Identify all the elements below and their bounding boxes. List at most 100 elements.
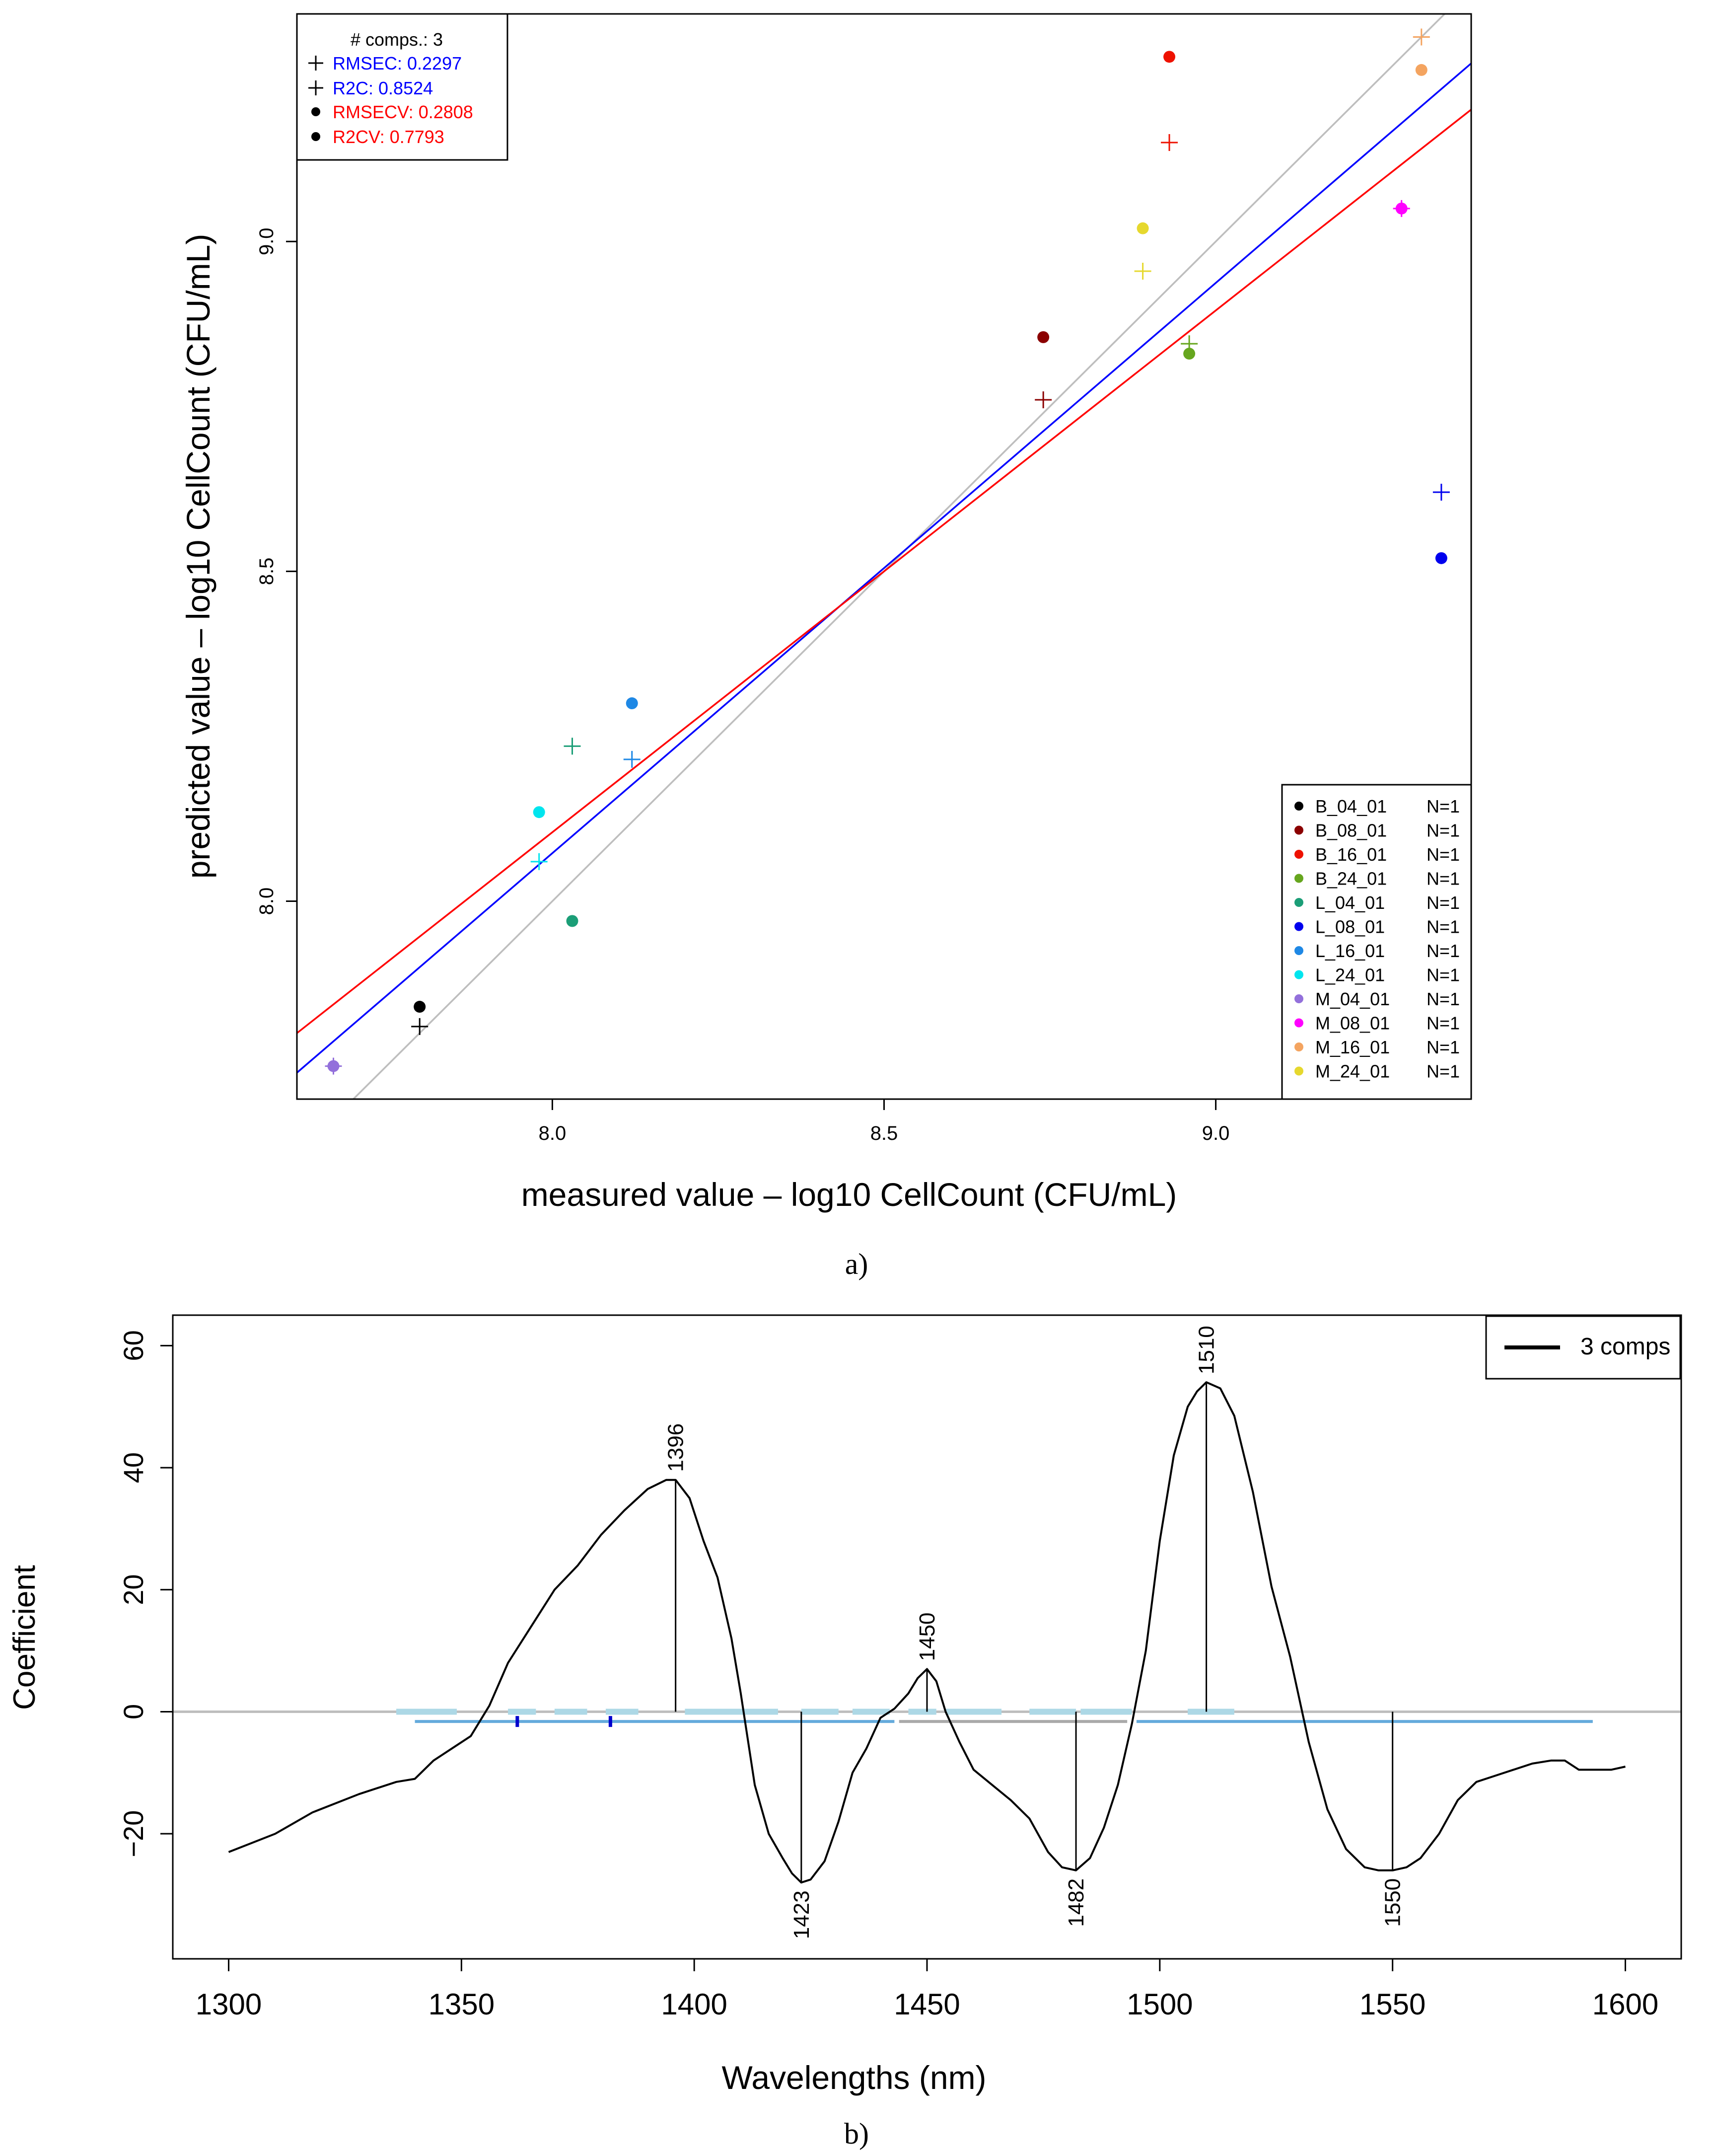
legend-sample-name: M_04_01 xyxy=(1315,989,1390,1009)
sample-legend-item: M_16_01 N=1 xyxy=(1294,1037,1460,1057)
sample-legend-item: M_04_01 N=1 xyxy=(1294,989,1460,1009)
peak-markers: 1396 1423 1450 1482 1510 1550 xyxy=(664,1326,1405,1939)
legend-dot-icon xyxy=(1294,1066,1303,1076)
sample-legend-item: L_04_01 N=1 xyxy=(1294,892,1460,913)
calibration-point-L_08_01 xyxy=(1432,483,1450,501)
peak-label: 1396 xyxy=(664,1423,688,1472)
y-tick-label: 8.0 xyxy=(256,888,278,915)
legend-sample-name: B_08_01 xyxy=(1315,820,1387,841)
fit-line-cross-validation-fit xyxy=(297,109,1471,1034)
sample-legend-item: M_08_01 N=1 xyxy=(1294,1013,1460,1034)
y-tick-label: 8.5 xyxy=(256,558,278,586)
sample-legend-item: B_08_01 N=1 xyxy=(1294,820,1460,841)
peak-label: 1550 xyxy=(1381,1878,1405,1927)
calibration-point-B_16_01 xyxy=(1161,134,1178,151)
legend-dot-icon xyxy=(1294,802,1303,811)
y-tick-label: 0 xyxy=(118,1704,149,1719)
calibration-point-B_08_01 xyxy=(1035,391,1052,409)
cv-point-L_04_01 xyxy=(566,915,578,927)
panel-a-x-axis-title: measured value – log10 CellCount (CFU/mL… xyxy=(521,1176,1177,1213)
legend-sample-count: N=1 xyxy=(1427,989,1460,1009)
y-tick-label: 60 xyxy=(118,1330,149,1361)
sample-legend-item: B_16_01 N=1 xyxy=(1294,844,1460,865)
legend-dot-icon xyxy=(1294,970,1303,979)
calibration-point-B_04_01 xyxy=(411,1018,428,1035)
sample-legend-item: L_08_01 N=1 xyxy=(1294,917,1460,937)
legend-sample-name: B_24_01 xyxy=(1315,869,1387,889)
sample-legend-item: L_16_01 N=1 xyxy=(1294,941,1460,961)
fit-lines xyxy=(297,14,1471,1099)
panel-a-y-axis: 8.0 8.5 9.0 xyxy=(256,227,297,915)
legend-dot-icon xyxy=(1294,1018,1303,1028)
legend-comps: # comps.: 3 xyxy=(351,29,443,50)
legend-sample-name: L_16_01 xyxy=(1315,941,1385,961)
cv-point-B_16_01 xyxy=(1163,51,1176,63)
x-tick-label: 1450 xyxy=(894,1988,960,2021)
legend-dot-icon xyxy=(1294,922,1303,931)
legend-sample-name: M_24_01 xyxy=(1315,1061,1390,1082)
sample-legend-box xyxy=(1281,784,1472,1100)
y-tick-label: −20 xyxy=(118,1810,149,1858)
legend-rmsecv: RMSECV: 0.2808 xyxy=(333,102,473,122)
plus-marker-icon xyxy=(308,56,323,71)
panel-a-scatter-chart: 8.0 8.5 9.0 8.0 8.5 9.0 predicted value – lo… xyxy=(180,13,1472,1280)
legend-sample-count: N=1 xyxy=(1427,820,1460,841)
panel-b-coefficient-chart: 1396 1423 1450 1482 1510 1550 1300 1350 1400 145… xyxy=(7,1314,1682,2150)
cv-point-L_24_01 xyxy=(533,806,545,818)
legend-sample-count: N=1 xyxy=(1427,1037,1460,1057)
legend-sample-name: B_04_01 xyxy=(1315,796,1387,817)
panel-b-legend: 3 comps xyxy=(1485,1315,1681,1380)
scatter-points xyxy=(325,28,1450,1075)
sample-legend-items: B_04_01 N=1 B_08_01 N=1 B_16_01 N=1 B_24_01 N=1… xyxy=(1294,796,1460,1082)
legend-sample-count: N=1 xyxy=(1427,1061,1460,1082)
cv-point-M_16_01 xyxy=(1415,64,1428,76)
legend-sample-count: N=1 xyxy=(1427,869,1460,889)
cv-point-B_08_01 xyxy=(1037,331,1050,343)
stats-legend: # comps.: 3 RMSEC: 0.2297 R2C: 0.8524 RM… xyxy=(296,13,508,161)
peak-label: 1423 xyxy=(789,1890,814,1939)
legend-sample-count: N=1 xyxy=(1427,917,1460,937)
dot-marker-icon xyxy=(311,107,320,116)
peak-label: 1482 xyxy=(1064,1878,1088,1927)
panel-a-x-axis: 8.0 8.5 9.0 xyxy=(539,1099,1229,1144)
legend-sample-name: B_16_01 xyxy=(1315,844,1387,865)
x-tick-label: 1550 xyxy=(1359,1988,1426,2021)
sample-legend-item: B_04_01 N=1 xyxy=(1294,796,1460,817)
panel-b-legend-label: 3 comps xyxy=(1580,1334,1670,1360)
x-tick-label: 1600 xyxy=(1592,1988,1658,2021)
x-tick-label: 1300 xyxy=(196,1988,262,2021)
legend-r2c: R2C: 0.8524 xyxy=(333,78,433,98)
panel-b-x-axis: 1300 1350 1400 1450 1500 1550 1600 xyxy=(196,1959,1658,2021)
legend-dot-icon xyxy=(1294,994,1303,1003)
cv-point-B_04_01 xyxy=(414,1001,426,1013)
legend-sample-count: N=1 xyxy=(1427,941,1460,961)
cv-point-B_24_01 xyxy=(1183,348,1196,360)
calibration-point-M_16_01 xyxy=(1413,28,1430,46)
peak-label: 1510 xyxy=(1195,1326,1219,1374)
fit-line-calibration-fit xyxy=(297,63,1471,1074)
legend-sample-name: L_04_01 xyxy=(1315,892,1385,913)
legend-dot-icon xyxy=(1294,825,1303,835)
legend-dot-icon xyxy=(1294,898,1303,907)
sample-legend-item: L_24_01 N=1 xyxy=(1294,965,1460,985)
legend-dot-icon xyxy=(1294,1042,1303,1051)
coefficient-curve xyxy=(228,1381,1626,1884)
panel-b-y-axis: −20 0 20 40 60 xyxy=(118,1330,173,1858)
calibration-point-L_24_01 xyxy=(530,853,548,870)
panel-b-x-axis-title: Wavelengths (nm) xyxy=(721,2059,986,2096)
panel-b-caption: b) xyxy=(844,2117,869,2150)
calibration-point-L_16_01 xyxy=(623,750,641,768)
panel-a-y-axis-title: predicted value – log10 CellCount (CFU/m… xyxy=(180,234,216,879)
legend-sample-name: L_08_01 xyxy=(1315,917,1385,937)
sample-legend: B_04_01 N=1 B_08_01 N=1 B_16_01 N=1 B_24_01 N=1… xyxy=(1281,784,1472,1100)
x-tick-label: 8.0 xyxy=(539,1122,567,1144)
legend-sample-count: N=1 xyxy=(1427,965,1460,985)
legend-dot-icon xyxy=(1294,874,1303,883)
legend-dot-icon xyxy=(1294,946,1303,955)
sample-legend-item: M_24_01 N=1 xyxy=(1294,1061,1460,1082)
y-tick-label: 20 xyxy=(118,1574,149,1605)
panel-b-y-axis-title: Coefficient xyxy=(7,1565,42,1710)
legend-sample-name: M_08_01 xyxy=(1315,1013,1390,1034)
x-tick-label: 1350 xyxy=(428,1988,495,2021)
